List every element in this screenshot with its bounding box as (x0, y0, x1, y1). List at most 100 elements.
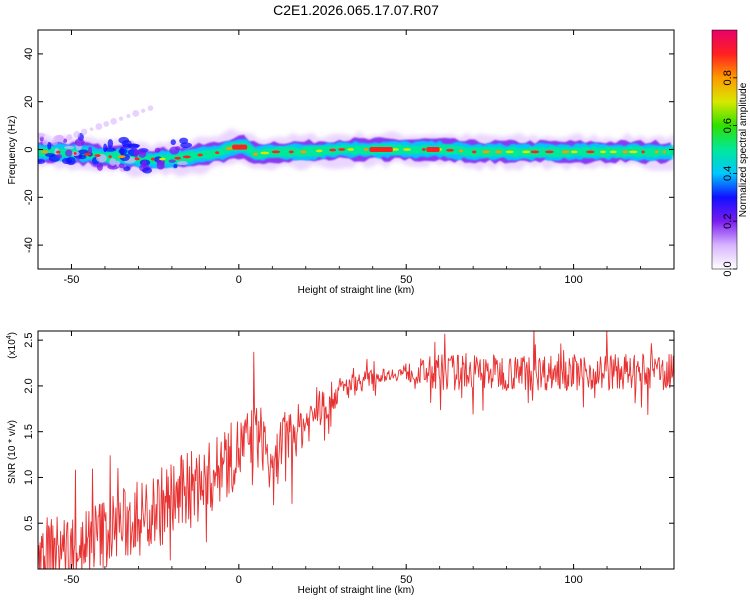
spectral-blob (118, 148, 128, 155)
spectrogram-y-tick-label: -40 (23, 237, 35, 253)
spectral-blob (118, 163, 125, 169)
spectral-peak (472, 150, 477, 154)
spectral-peak (422, 148, 426, 151)
spectral-peak (83, 152, 92, 156)
snr-y-tick-label: 2.0 (23, 378, 35, 393)
spectral-peak (545, 150, 554, 154)
spectral-peak (505, 150, 514, 154)
spectral-blob (89, 127, 94, 132)
chart-title: C2E1.2026.065.17.07.R07 (273, 2, 439, 18)
spectral-blob (103, 121, 110, 127)
spectral-peak (300, 150, 307, 154)
spectral-blob (95, 123, 103, 130)
spectral-blob (47, 141, 52, 150)
snr-y-tick-label: 2.5 (23, 333, 35, 348)
spectrogram-y-tick-label: 0 (23, 146, 35, 152)
spectral-peak (561, 150, 570, 154)
spectral-peak (654, 150, 659, 154)
spectral-blob (154, 147, 161, 153)
snr-y-tick-label: 1.0 (23, 470, 35, 485)
spectrogram-x-tick-label: 50 (400, 274, 412, 286)
colorbar-gradient (711, 29, 738, 270)
spectral-peak (586, 150, 595, 154)
colorbar-tick-label: 0.8 (722, 70, 734, 85)
snr-y-ticks: 0.5 1.0 1.5 2.0 2.5 (23, 333, 674, 531)
spectral-peak (40, 150, 49, 154)
spectral-blob (60, 138, 64, 142)
spectral-band (38, 141, 674, 165)
spectral-peak (225, 146, 234, 150)
spectral-peak (288, 150, 294, 154)
spectral-peak (271, 150, 281, 154)
colorbar-label: Normalized spectral amplitude (738, 82, 749, 217)
spectral-blob (140, 108, 146, 113)
colorbar: 0.0 0.2 0.4 0.6 0.8 Normalized spectral ampl… (711, 29, 749, 277)
colorbar-ticks: 0.0 0.2 0.4 0.6 0.8 (722, 70, 737, 277)
spectral-peak (73, 151, 77, 155)
spectral-blob (38, 159, 46, 164)
spectral-blob (65, 149, 73, 157)
spectrogram-x-label: Height of straight line (km) (298, 285, 415, 296)
spectral-blob (109, 158, 117, 166)
spectral-peak (530, 150, 540, 154)
spectral-peak (151, 157, 155, 161)
spectral-peak (215, 151, 220, 154)
spectral-blob (118, 116, 124, 121)
snr-y-label: SNR (10 * v/v) (7, 420, 18, 484)
snr-x-tick-label: -50 (64, 574, 80, 586)
spectral-blob (42, 139, 48, 146)
spectral-peak (117, 155, 126, 159)
colorbar-tick-label: 0.4 (722, 166, 734, 181)
spectral-peak (347, 148, 355, 151)
spectral-blob (66, 134, 73, 140)
colorbar-tick-label: 0.6 (722, 118, 734, 133)
spectral-peak (662, 150, 666, 154)
spectral-peak (609, 150, 617, 154)
spectral-peak (260, 151, 270, 155)
spectral-blob (107, 139, 114, 148)
spectral-peak (622, 150, 629, 154)
spectral-blob (123, 166, 131, 172)
spectral-peak (641, 150, 645, 154)
spectrogram-y-tick-label: 40 (23, 48, 35, 60)
spectrogram-y-label: Frequency (Hz) (7, 116, 18, 185)
spectral-peak (182, 155, 191, 159)
spectral-blob (127, 143, 139, 150)
spectrogram-panel: -50 0 50 100 40 20 0 -20 -40 Height of straight… (7, 29, 675, 296)
spectral-peak (232, 144, 248, 150)
snr-scale-exponent: 4 (6, 335, 13, 339)
snr-scale-note: (x104) (6, 332, 18, 359)
spectral-peak (459, 149, 464, 153)
spectral-peak (495, 150, 503, 154)
snr-x-label: Height of straight line (km) (298, 585, 415, 596)
spectral-peak (159, 157, 166, 161)
spectral-blob (174, 146, 181, 151)
spectral-blob (51, 139, 58, 146)
spectral-blob (104, 147, 117, 152)
snr-x-tick-label: 50 (400, 574, 412, 586)
spectral-peak (600, 150, 607, 154)
spectral-peak (446, 148, 454, 152)
spectral-peak (252, 152, 259, 156)
spectral-blob (56, 154, 62, 159)
spectrogram-y-tick-label: 20 (23, 96, 35, 108)
spectral-peak (315, 149, 323, 153)
spectral-blob (96, 162, 103, 171)
spectral-peak (570, 150, 578, 154)
spectral-blob (141, 159, 147, 169)
colorbar-tick-label: 0.0 (722, 261, 734, 276)
spectral-peak (522, 150, 531, 154)
spectral-peak (338, 148, 346, 151)
snr-y-tick-label: 0.5 (23, 516, 35, 531)
spectral-peak (363, 148, 369, 151)
spectral-blob (61, 157, 73, 165)
snr-x-tick-label: 100 (564, 574, 582, 586)
snr-x-tick-label: 0 (236, 574, 242, 586)
spectral-peak (482, 150, 491, 154)
spectral-blob (73, 130, 81, 138)
spectral-blob (81, 128, 88, 136)
spectral-blob (147, 105, 154, 111)
spectral-peak (94, 154, 101, 158)
spectral-peak (369, 147, 393, 152)
